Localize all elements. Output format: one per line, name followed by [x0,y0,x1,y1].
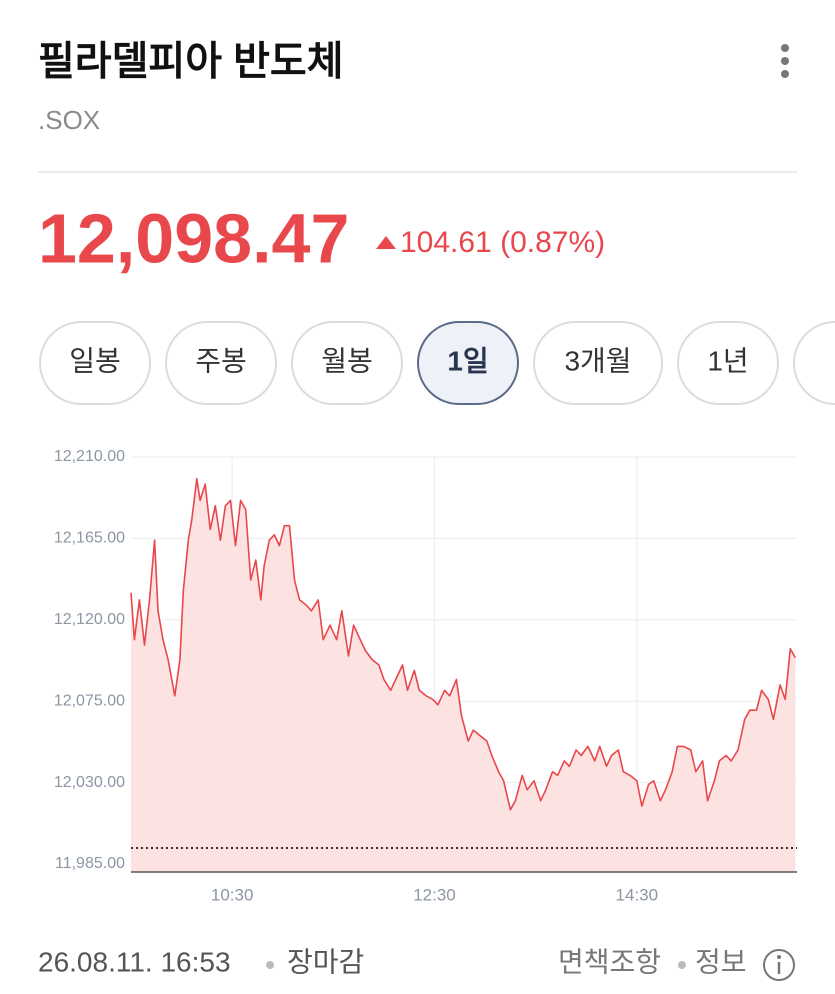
tab-label: 1일 [447,345,488,376]
tab[interactable]: 월봉 [291,321,403,405]
info-link[interactable]: 정보 [695,946,747,977]
change: 104.61 (0.87%) [400,226,605,259]
x-tick-label: 10:30 [211,885,254,904]
title: 필라델피아 반도체 [38,40,344,84]
market-status: 장마감 [287,946,364,977]
menu-dot [781,70,789,78]
tab-label: 3개월 [564,345,631,376]
up-arrow [376,236,396,249]
more-menu[interactable] [781,44,789,78]
y-tick-label: 12,030.00 [54,774,125,791]
tab-box [417,321,519,405]
tab[interactable]: 일봉 [39,321,151,405]
menu-dot [781,44,789,52]
disclaimer[interactable]: 면책조항 [558,946,661,977]
tab[interactable]: 주봉 [165,321,277,405]
tab[interactable]: 3 [793,321,835,405]
x-tick-label: 12:30 [413,885,456,904]
tab-box [677,321,779,405]
x-tick-label: 14:30 [616,885,659,904]
chart: 11,985.00 12,030.00 12,075.00 12,120.00 12,1… [54,448,797,904]
y-tick-label: 12,210.00 [54,448,125,465]
tab-box [39,321,151,405]
y-tick-label: 11,985.00 [55,855,125,872]
price: 12,098.47 [38,199,349,277]
y-tick-label: 12,165.00 [54,530,125,547]
price-line [130,477,797,811]
tab-box [533,321,663,405]
separator [266,961,274,969]
tabs: 일봉 주봉 월봉 1일 3개월 1년 3 [39,321,835,405]
tab[interactable]: 3개월 [533,321,663,405]
info-circle [763,949,795,981]
tab[interactable]: 1일 [417,321,519,405]
tab-label: 주봉 [195,345,247,376]
area [131,478,796,872]
tab[interactable]: 1년 [677,321,779,405]
separator [678,961,686,969]
tab-label: 1년 [707,345,748,376]
tab-box [165,321,277,405]
symbol: .SOX [38,105,100,135]
tab-box [793,321,835,405]
info-dot [777,955,781,959]
tab-label: 월봉 [321,345,373,376]
y-tick-label: 12,075.00 [54,692,125,709]
info-icon[interactable] [763,949,795,981]
tab-label: 일봉 [69,345,121,376]
tab-box [291,321,403,405]
y-tick-label: 12,120.00 [54,611,125,628]
timestamp: 26.08.11. 16:53 [38,946,231,977]
menu-dot [781,57,789,65]
